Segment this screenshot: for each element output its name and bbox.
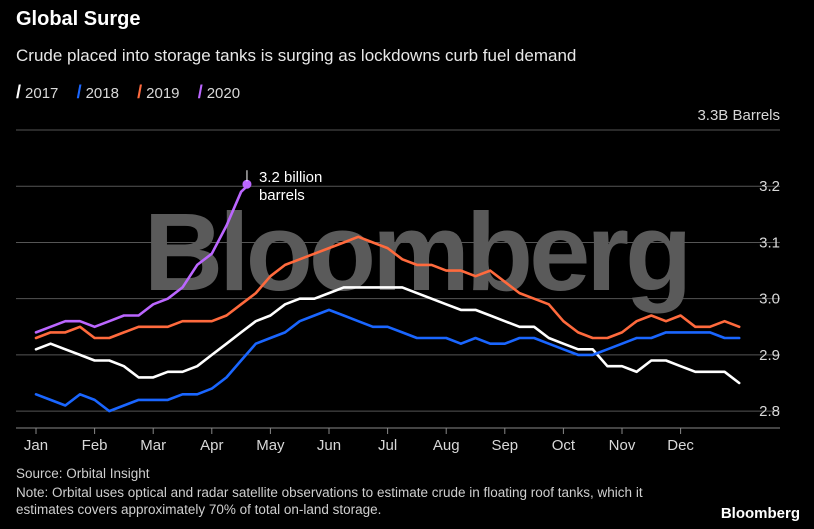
x-tick-label: Jul — [378, 437, 397, 454]
x-tick-label: Apr — [200, 437, 223, 454]
gridlines — [16, 129, 780, 429]
series-line-2020 — [34, 184, 249, 334]
watermark-logo: Bloomberg — [144, 191, 689, 314]
legend-label: 2017 — [25, 85, 59, 102]
x-tick-label: Aug — [433, 437, 460, 454]
legend-slash-icon: / — [16, 82, 22, 102]
legend-item-2020: /2020 — [198, 82, 240, 103]
annotation-text: barrels — [259, 187, 305, 204]
x-axis-ticks: Jan Feb Mar Apr May Jun Jul Aug Sep Oct Nov Dec — [24, 428, 694, 454]
x-tick-label: Feb — [82, 437, 108, 454]
methodology-note: Note: Orbital uses optical and radar sat… — [16, 485, 643, 517]
x-tick-label: Jan — [24, 437, 48, 454]
legend-item-2019: /2019 — [137, 82, 179, 103]
series-line-2018 — [34, 308, 741, 413]
x-tick-label: Nov — [609, 437, 636, 454]
bloomberg-logo: Bloomberg — [720, 505, 800, 522]
y-tick-label: 2.9 — [759, 347, 780, 364]
legend-label: 2018 — [85, 85, 119, 102]
legend-slash-icon: / — [197, 82, 203, 102]
series-lines — [34, 184, 741, 413]
legend-label: 2020 — [206, 85, 241, 102]
x-tick-label: May — [256, 437, 285, 454]
chart-subtitle: Crude placed into storage tanks is surgi… — [16, 46, 577, 65]
chart-title: Global Surge — [16, 8, 141, 30]
y-axis-ticks: 2.8 2.9 3.0 3.1 3.2 — [759, 178, 780, 420]
legend-item-2018: /2018 — [77, 82, 119, 103]
legend-slash-icon: / — [137, 82, 143, 102]
x-tick-label: Oct — [552, 437, 576, 454]
y-tick-label: 3.2 — [759, 178, 780, 195]
legend-slash-icon: / — [76, 82, 82, 102]
legend-label: 2019 — [146, 85, 180, 102]
annotation-text: 3.2 billion — [259, 169, 322, 186]
legend-item-2017: /2017 — [16, 82, 58, 103]
x-tick-label: Sep — [491, 437, 518, 454]
line-chart: Bloomberg 2.8 2.9 3.0 3.1 3.2 Jan Feb Mar Apr Ma… — [16, 107, 780, 454]
y-axis-label: 3.3B Barrels — [697, 107, 780, 124]
y-tick-label: 3.0 — [759, 291, 780, 308]
source-note: Source: Orbital Insight — [16, 466, 150, 481]
series-line-2017 — [34, 286, 741, 385]
x-tick-label: Jun — [317, 437, 341, 454]
y-tick-label: 2.8 — [759, 403, 780, 420]
chart-legend: /2017 /2018 /2019 /2020 — [16, 82, 254, 103]
y-tick-label: 3.1 — [759, 234, 780, 251]
x-tick-label: Dec — [667, 437, 694, 454]
series-line-2019 — [34, 235, 741, 340]
x-tick-label: Mar — [140, 437, 166, 454]
endpoint-marker — [242, 179, 252, 189]
